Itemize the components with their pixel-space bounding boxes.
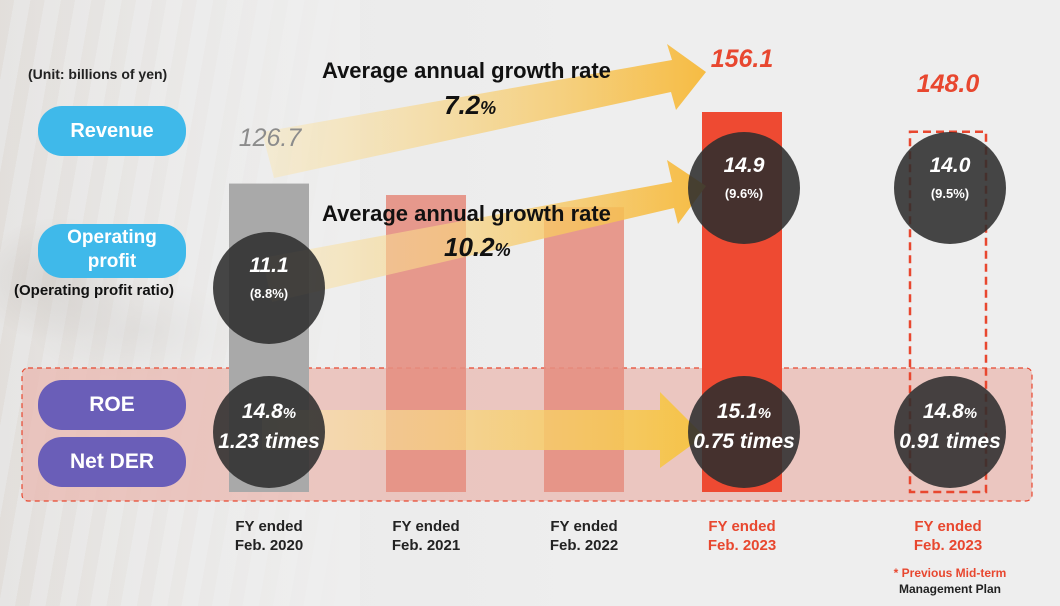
roe-2020-pct: % [282,405,297,422]
x-label-2020: FY ended Feb. 2020 [209,517,329,555]
net-der-plan: 0.91 times [899,430,1001,453]
plan-footnote-line2: Management Plan [898,582,1002,596]
x-label-2023-line1: FY ended [708,518,776,535]
roe-2023-pct: % [757,405,772,422]
x-label-2021-line2: Feb. 2021 [391,537,461,554]
operating-profit-growth-arrow [262,160,706,302]
x-label-plan-line1: FY ended [914,518,982,535]
roe-2023-value: 15.1 [716,400,758,423]
net-der-pill: Net DER [38,437,186,487]
x-label-2023: FY ended Feb. 2023 [682,517,802,555]
operating-profit-ratio-plan: (9.5%) [930,186,970,201]
revenue-growth-title: Average annual growth rate [322,58,611,83]
operating-profit-circle-plan: 14.0 (9.5%) [894,132,1006,244]
roe-plan-value: 14.8 [922,400,964,423]
operating-profit-pill-line2: profit [87,251,137,272]
x-label-plan: FY ended Feb. 2023 [888,517,1008,555]
operating-profit-2020: 11.1 [249,254,289,277]
x-label-2021: FY ended Feb. 2021 [366,517,486,555]
operating-profit-ratio-label: (Operating profit ratio) [14,282,174,299]
unit-label: (Unit: billions of yen) [28,66,168,82]
operating-growth-pct: % [494,240,511,260]
x-label-2023-line2: Feb. 2023 [707,537,777,554]
roe-der-circle-2020: 14.8% 1.23 times [213,376,325,488]
x-label-2022-line2: Feb. 2022 [549,537,619,554]
revenue-label-2023: 156.1 [710,45,774,73]
bar-plan [908,130,988,494]
roe-plan: 14.8% [894,400,1006,424]
roe-der-circle-plan: 14.8% 0.91 times [894,376,1006,488]
x-label-2020-line1: FY ended [235,518,303,535]
revenue-growth-rate: 7.2% [444,90,496,121]
operating-profit-pill-line1: Operating [67,227,157,248]
operating-profit-ratio-2023: (9.6%) [724,186,764,201]
operating-profit-plan: 14.0 [929,154,971,177]
roe-2023: 15.1% [688,400,800,424]
revenue-pill-label: Revenue [70,120,154,142]
x-label-2022-line1: FY ended [550,518,618,535]
roe-plan-pct: % [963,405,978,422]
x-label-2020-line2: Feb. 2020 [234,537,304,554]
roe-der-arrow [262,392,704,468]
operating-profit-ratio-2020: (8.8%) [249,286,289,301]
roe-der-circle-2023: 15.1% 0.75 times [688,376,800,488]
net-der-2023: 0.75 times [693,430,795,453]
revenue-growth-arrow [262,44,706,178]
plan-footnote-line1: * Previous Mid-term [893,566,1007,580]
roe-2020: 14.8% [213,400,325,424]
revenue-growth-rate-value: 7.2 [444,90,481,120]
operating-profit-circle-2023: 14.9 (9.6%) [688,132,800,244]
revenue-label-2020: 126.7 [238,124,302,152]
revenue-growth-pct: % [480,98,497,118]
roe-2020-value: 14.8 [241,400,283,423]
net-der-2020: 1.23 times [218,430,320,453]
operating-growth-rate: 10.2% [444,232,511,263]
operating-profit-pill: Operating profit [38,224,186,278]
revenue-label-plan: 148.0 [916,70,980,98]
operating-profit-2023: 14.9 [723,154,765,177]
plan-footnote: * Previous Mid-term Management Plan [860,565,1040,597]
operating-profit-circle-2020: 11.1 (8.8%) [213,232,325,344]
x-label-plan-line2: Feb. 2023 [913,537,983,554]
x-label-2022: FY ended Feb. 2022 [524,517,644,555]
net-der-pill-label: Net DER [69,450,154,473]
operating-growth-rate-value: 10.2 [444,232,495,262]
roe-pill-label: ROE [89,393,135,416]
x-label-2021-line1: FY ended [392,518,460,535]
revenue-pill: Revenue [38,106,186,156]
roe-pill: ROE [38,380,186,430]
operating-growth-title: Average annual growth rate [322,201,611,226]
